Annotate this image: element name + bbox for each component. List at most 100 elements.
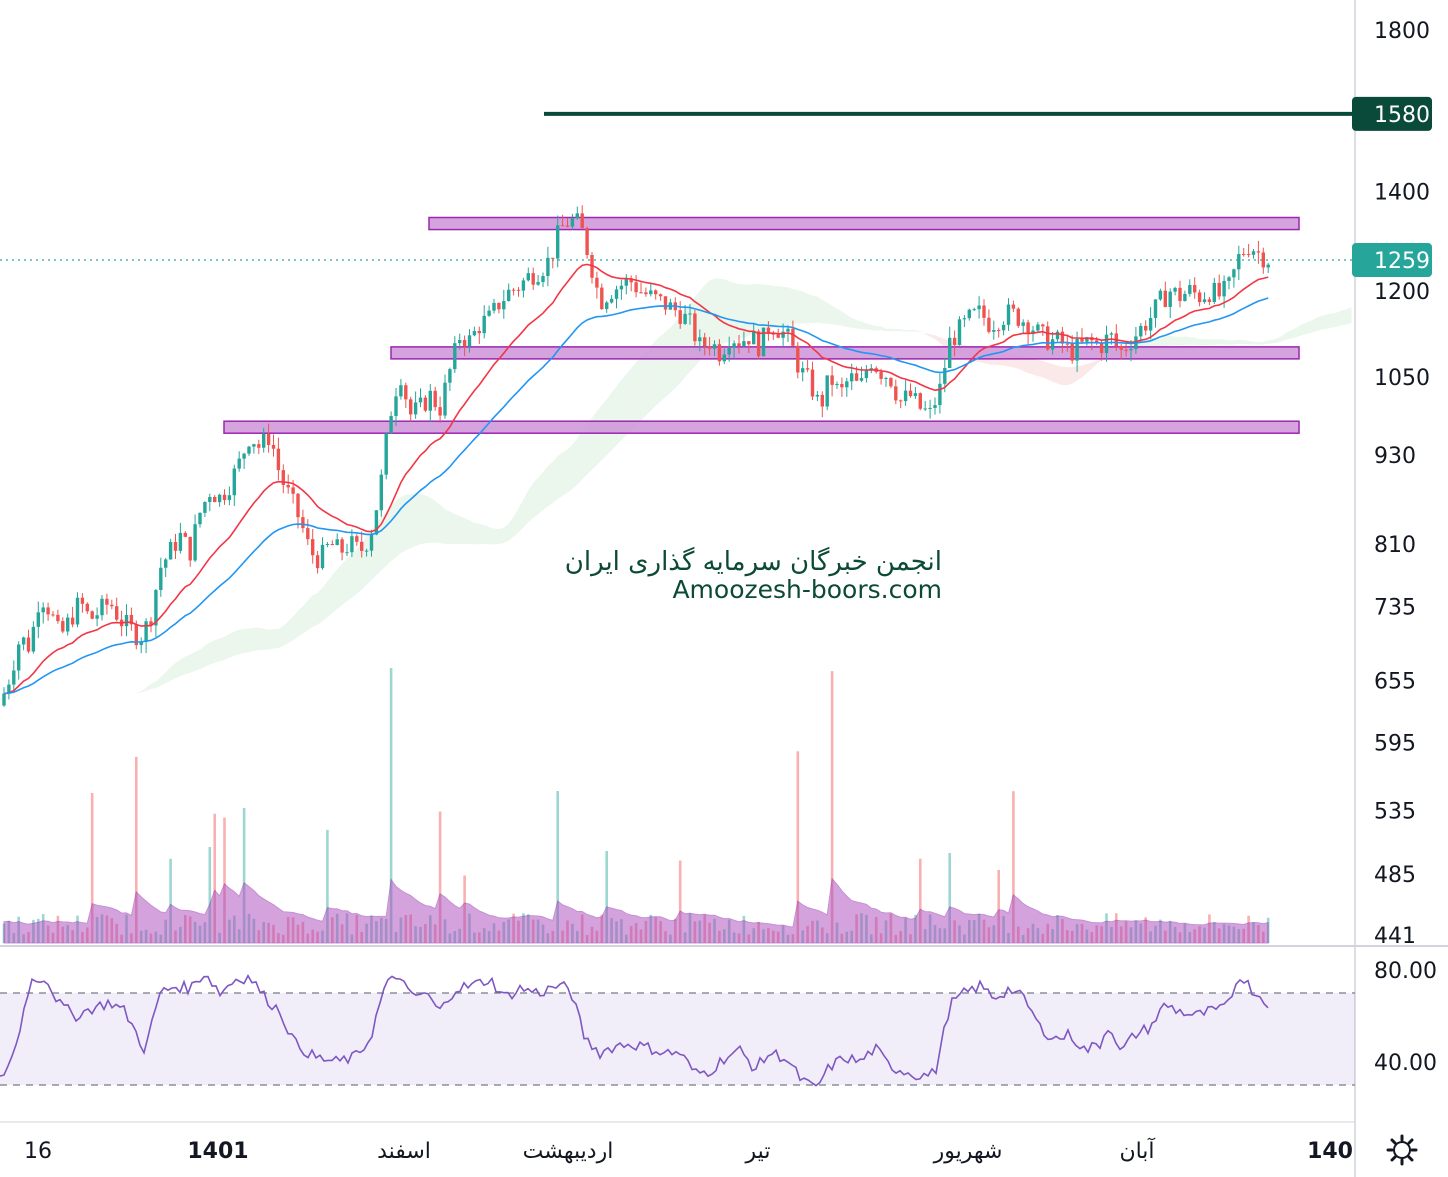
cloud-segment <box>1170 335 1176 346</box>
candle-body <box>17 644 21 671</box>
candle-body <box>732 343 736 348</box>
cloud-segment <box>1067 367 1073 386</box>
cloud-segment <box>508 516 514 541</box>
cloud-segment <box>748 284 754 336</box>
target-price-badge <box>1352 96 1432 131</box>
cloud-segment <box>229 631 235 658</box>
candle-body <box>384 433 388 475</box>
candle-body <box>1026 322 1030 335</box>
candle-body <box>879 371 883 379</box>
time-tick-label: 140 <box>1307 1139 1353 1164</box>
cloud-segment <box>768 285 774 330</box>
candle-body <box>31 626 36 652</box>
volume-bar <box>796 751 800 943</box>
candle-body <box>1232 269 1236 278</box>
candle-body <box>276 448 281 471</box>
time-tick-label: تیر <box>745 1139 771 1164</box>
candle-body <box>1050 339 1055 350</box>
candle-body <box>595 277 599 288</box>
price-levels[interactable] <box>0 111 1355 261</box>
price-tick-label: 930 <box>1374 444 1416 469</box>
candle-body <box>1246 254 1251 256</box>
cloud-segment <box>743 284 749 338</box>
candle-body <box>355 536 359 542</box>
candle-body <box>1021 322 1025 326</box>
candle-body <box>472 330 477 336</box>
price-tick-label: 1200 <box>1374 280 1430 305</box>
cloud-segment <box>567 444 573 493</box>
candle-body <box>629 278 633 283</box>
cloud-segment <box>1238 339 1244 345</box>
candle-body <box>835 383 839 385</box>
candle-body <box>1212 282 1216 302</box>
cloud-segment <box>557 452 563 499</box>
cloud-segment <box>160 672 166 686</box>
candle-body <box>7 684 11 694</box>
candle-body <box>110 604 114 607</box>
candle-body <box>266 433 271 445</box>
cloud-segment <box>175 659 181 679</box>
price-tick-label: 595 <box>1374 731 1416 756</box>
candle-body <box>237 458 241 469</box>
cloud-segment <box>846 314 852 328</box>
cloud-segment <box>489 526 494 545</box>
candle-body <box>1158 290 1163 300</box>
candle-body <box>707 346 712 349</box>
candle-body <box>1217 282 1221 297</box>
candle-body <box>712 344 717 349</box>
candle-body <box>580 213 584 229</box>
candle-body <box>889 377 893 387</box>
cloud-segment <box>440 504 445 544</box>
cloud-segment <box>1292 326 1298 339</box>
candle-body <box>242 453 246 459</box>
candle-body <box>678 310 682 324</box>
candle-body <box>1242 254 1246 256</box>
candle-body <box>997 330 1001 332</box>
candle-body <box>1256 251 1261 253</box>
candle-body <box>80 597 85 604</box>
cloud-segment <box>714 278 720 348</box>
last-price-badge <box>1352 243 1432 278</box>
candle-body <box>1075 338 1079 361</box>
candle-body <box>105 598 109 605</box>
candle-body <box>360 541 364 551</box>
candle-body <box>462 340 467 347</box>
candle-body <box>717 344 722 362</box>
cloud-segment <box>920 331 926 335</box>
candle-body <box>364 550 369 552</box>
cloud-segment <box>273 628 279 649</box>
cloud-segment <box>915 330 921 332</box>
cloud-segment <box>1091 360 1097 369</box>
cloud-segment <box>410 493 416 549</box>
candle-body <box>541 276 545 283</box>
cloud-segment <box>935 335 940 344</box>
cloud-segment <box>626 368 632 436</box>
candle-body <box>1016 308 1020 326</box>
cloud-segment <box>1273 338 1278 344</box>
cloud-segment <box>1077 365 1082 381</box>
cloud-segment <box>596 404 602 465</box>
candle-body <box>1237 254 1241 270</box>
candle-body <box>903 390 908 402</box>
cloud-segment <box>533 477 539 518</box>
candle-body <box>840 383 844 388</box>
cloud-segment <box>1346 307 1352 325</box>
candle-body <box>1222 280 1226 297</box>
cloud-segment <box>347 554 352 602</box>
candle-body <box>115 606 119 620</box>
settings-gear-icon[interactable] <box>1386 1134 1418 1166</box>
cloud-segment <box>1072 366 1078 384</box>
candle-body <box>1095 340 1099 344</box>
candle-body <box>188 536 192 561</box>
candle-body <box>154 590 158 626</box>
cloud-segment <box>895 328 901 332</box>
price-axis[interactable]: 1800 1400 1200 1050 930 810 735 655 595 535 485 441… <box>1352 19 1432 949</box>
cloud-segment <box>503 523 509 543</box>
candle-body <box>1011 304 1016 309</box>
cloud-segment <box>1341 309 1347 326</box>
candle-body <box>698 337 702 342</box>
time-axis[interactable]: 16 1401 اسفند اردیبهشت تیر شهریور آبان 140 <box>24 1137 1353 1164</box>
candle-body <box>281 470 285 486</box>
volume-bar <box>605 851 608 943</box>
